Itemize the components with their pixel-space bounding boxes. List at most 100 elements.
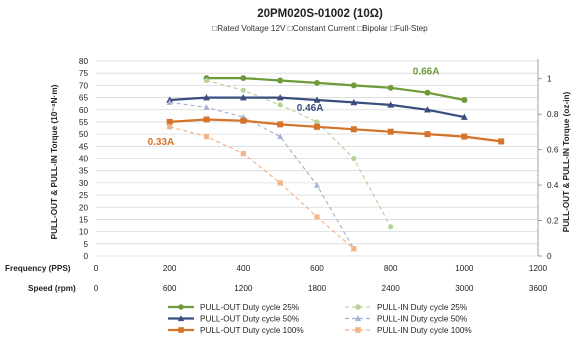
x-tick-frequency: 200: [163, 264, 177, 273]
data-point: [314, 214, 320, 220]
data-point: [166, 99, 173, 105]
series-line: [169, 101, 355, 250]
data-point: [203, 116, 210, 123]
series-line: [206, 76, 465, 102]
y-tick-right: 0.2: [547, 217, 559, 226]
data-point: [167, 124, 173, 130]
y-tick-left: 55: [79, 118, 89, 127]
y-tick-left: 5: [83, 240, 88, 249]
series-line: [169, 118, 502, 143]
series-2: [166, 93, 468, 120]
x-tick-speed: 600: [163, 284, 177, 293]
y-tick-left: 65: [79, 94, 89, 103]
data-point: [351, 246, 357, 252]
legend-item: PULL-IN Duty cycle 100%: [345, 326, 472, 335]
grid: [96, 60, 538, 257]
y-tick-right: 0: [547, 252, 552, 261]
data-point: [461, 97, 468, 103]
series-group: [166, 75, 505, 252]
data-point: [203, 93, 210, 101]
current-annotation: 0.33A: [148, 137, 175, 148]
x-tick-speed: 1200: [234, 284, 253, 293]
data-point: [240, 151, 246, 157]
legend-label: PULL-IN Duty cycle 100%: [377, 326, 472, 335]
y-tick-left: 30: [79, 179, 89, 188]
data-point: [203, 104, 210, 110]
legend-label: PULL-OUT Duty cycle 25%: [200, 303, 299, 312]
legend-marker: [354, 315, 362, 322]
data-point: [350, 82, 357, 89]
legend: PULL-OUT Duty cycle 25% PULL-IN Duty cycl…: [168, 303, 472, 335]
chart-title: 20PM020S-01002 (10Ω): [257, 8, 383, 20]
series-4: [166, 116, 505, 145]
chart-subtitle: □Rated Voltage 12V □Constant Current □Bi…: [212, 24, 428, 33]
y-tick-left: 10: [79, 228, 89, 237]
data-point: [313, 96, 321, 103]
y-tick-left: 40: [79, 155, 89, 164]
y-tick-left: 75: [79, 69, 89, 78]
data-point: [276, 93, 284, 101]
data-point: [203, 77, 210, 84]
current-annotation: 0.46A: [297, 103, 324, 114]
data-point: [388, 224, 394, 230]
x-tick-speed: 3000: [455, 284, 474, 293]
data-point: [277, 121, 284, 128]
y-tick-left: 45: [79, 142, 89, 151]
y-tick-right: 0.6: [547, 146, 559, 155]
x-tick-speed: 1800: [308, 284, 327, 293]
data-point: [350, 126, 357, 133]
legend-marker: [355, 304, 361, 310]
x-tick-frequency: 400: [236, 264, 250, 273]
data-point: [424, 131, 431, 138]
y-tick-right: 0.8: [547, 110, 559, 119]
y-tick-left: 35: [79, 167, 89, 176]
data-point: [203, 133, 210, 140]
y-tick-left: 70: [79, 81, 89, 90]
x-tick-speed: 2400: [382, 284, 401, 293]
data-point: [350, 98, 358, 106]
legend-marker: [178, 304, 184, 310]
data-point: [240, 75, 247, 82]
data-point: [166, 118, 173, 125]
legend-label: PULL-OUT Duty cycle 50%: [200, 315, 299, 324]
legend-item: PULL-IN Duty cycle 25%: [345, 303, 467, 312]
data-point: [424, 106, 431, 113]
axes: 0510152025303540455055606570758000.20.40…: [79, 57, 559, 293]
data-point: [461, 133, 468, 140]
y-tick-right: 1: [547, 75, 552, 84]
legend-item: PULL-IN Duty cycle 50%: [345, 315, 467, 324]
series-5: [167, 124, 357, 252]
legend-item: PULL-OUT Duty cycle 25%: [168, 303, 299, 312]
data-point: [424, 89, 431, 96]
legend-marker: [177, 315, 185, 322]
data-point: [314, 123, 320, 130]
y-tick-left: 80: [79, 57, 89, 66]
y-tick-left: 50: [79, 130, 89, 139]
y-tick-left: 25: [79, 191, 89, 200]
legend-item: PULL-OUT Duty cycle 100%: [168, 326, 304, 335]
data-point: [277, 180, 283, 186]
x-tick-speed: 3600: [529, 284, 548, 293]
current-annotation: 0.66A: [413, 66, 440, 77]
data-point: [240, 117, 247, 124]
legend-label: PULL-IN Duty cycle 25%: [377, 303, 467, 312]
data-point: [239, 93, 247, 101]
y-tick-left: 0: [83, 252, 88, 261]
y-tick-right: 0.4: [547, 181, 559, 190]
legend-label: PULL-OUT Duty cycle 100%: [200, 326, 304, 335]
series-line: [169, 126, 355, 250]
x-tick-frequency: 1200: [529, 264, 548, 273]
x-axis-label-speed: Speed (rpm): [28, 284, 76, 293]
data-point: [314, 182, 320, 188]
data-point: [240, 87, 246, 93]
y-tick-left: 15: [79, 215, 89, 224]
data-point: [387, 84, 394, 91]
y-axis-label-left: PULL-OUT & PULL-IN Torque (10⁻⁴N·m): [50, 84, 59, 239]
x-tick-frequency: 800: [384, 264, 398, 273]
data-point: [277, 77, 284, 84]
legend-item: PULL-OUT Duty cycle 50%: [168, 315, 299, 324]
data-point: [314, 79, 320, 86]
data-point: [277, 102, 283, 108]
data-point: [277, 133, 284, 139]
